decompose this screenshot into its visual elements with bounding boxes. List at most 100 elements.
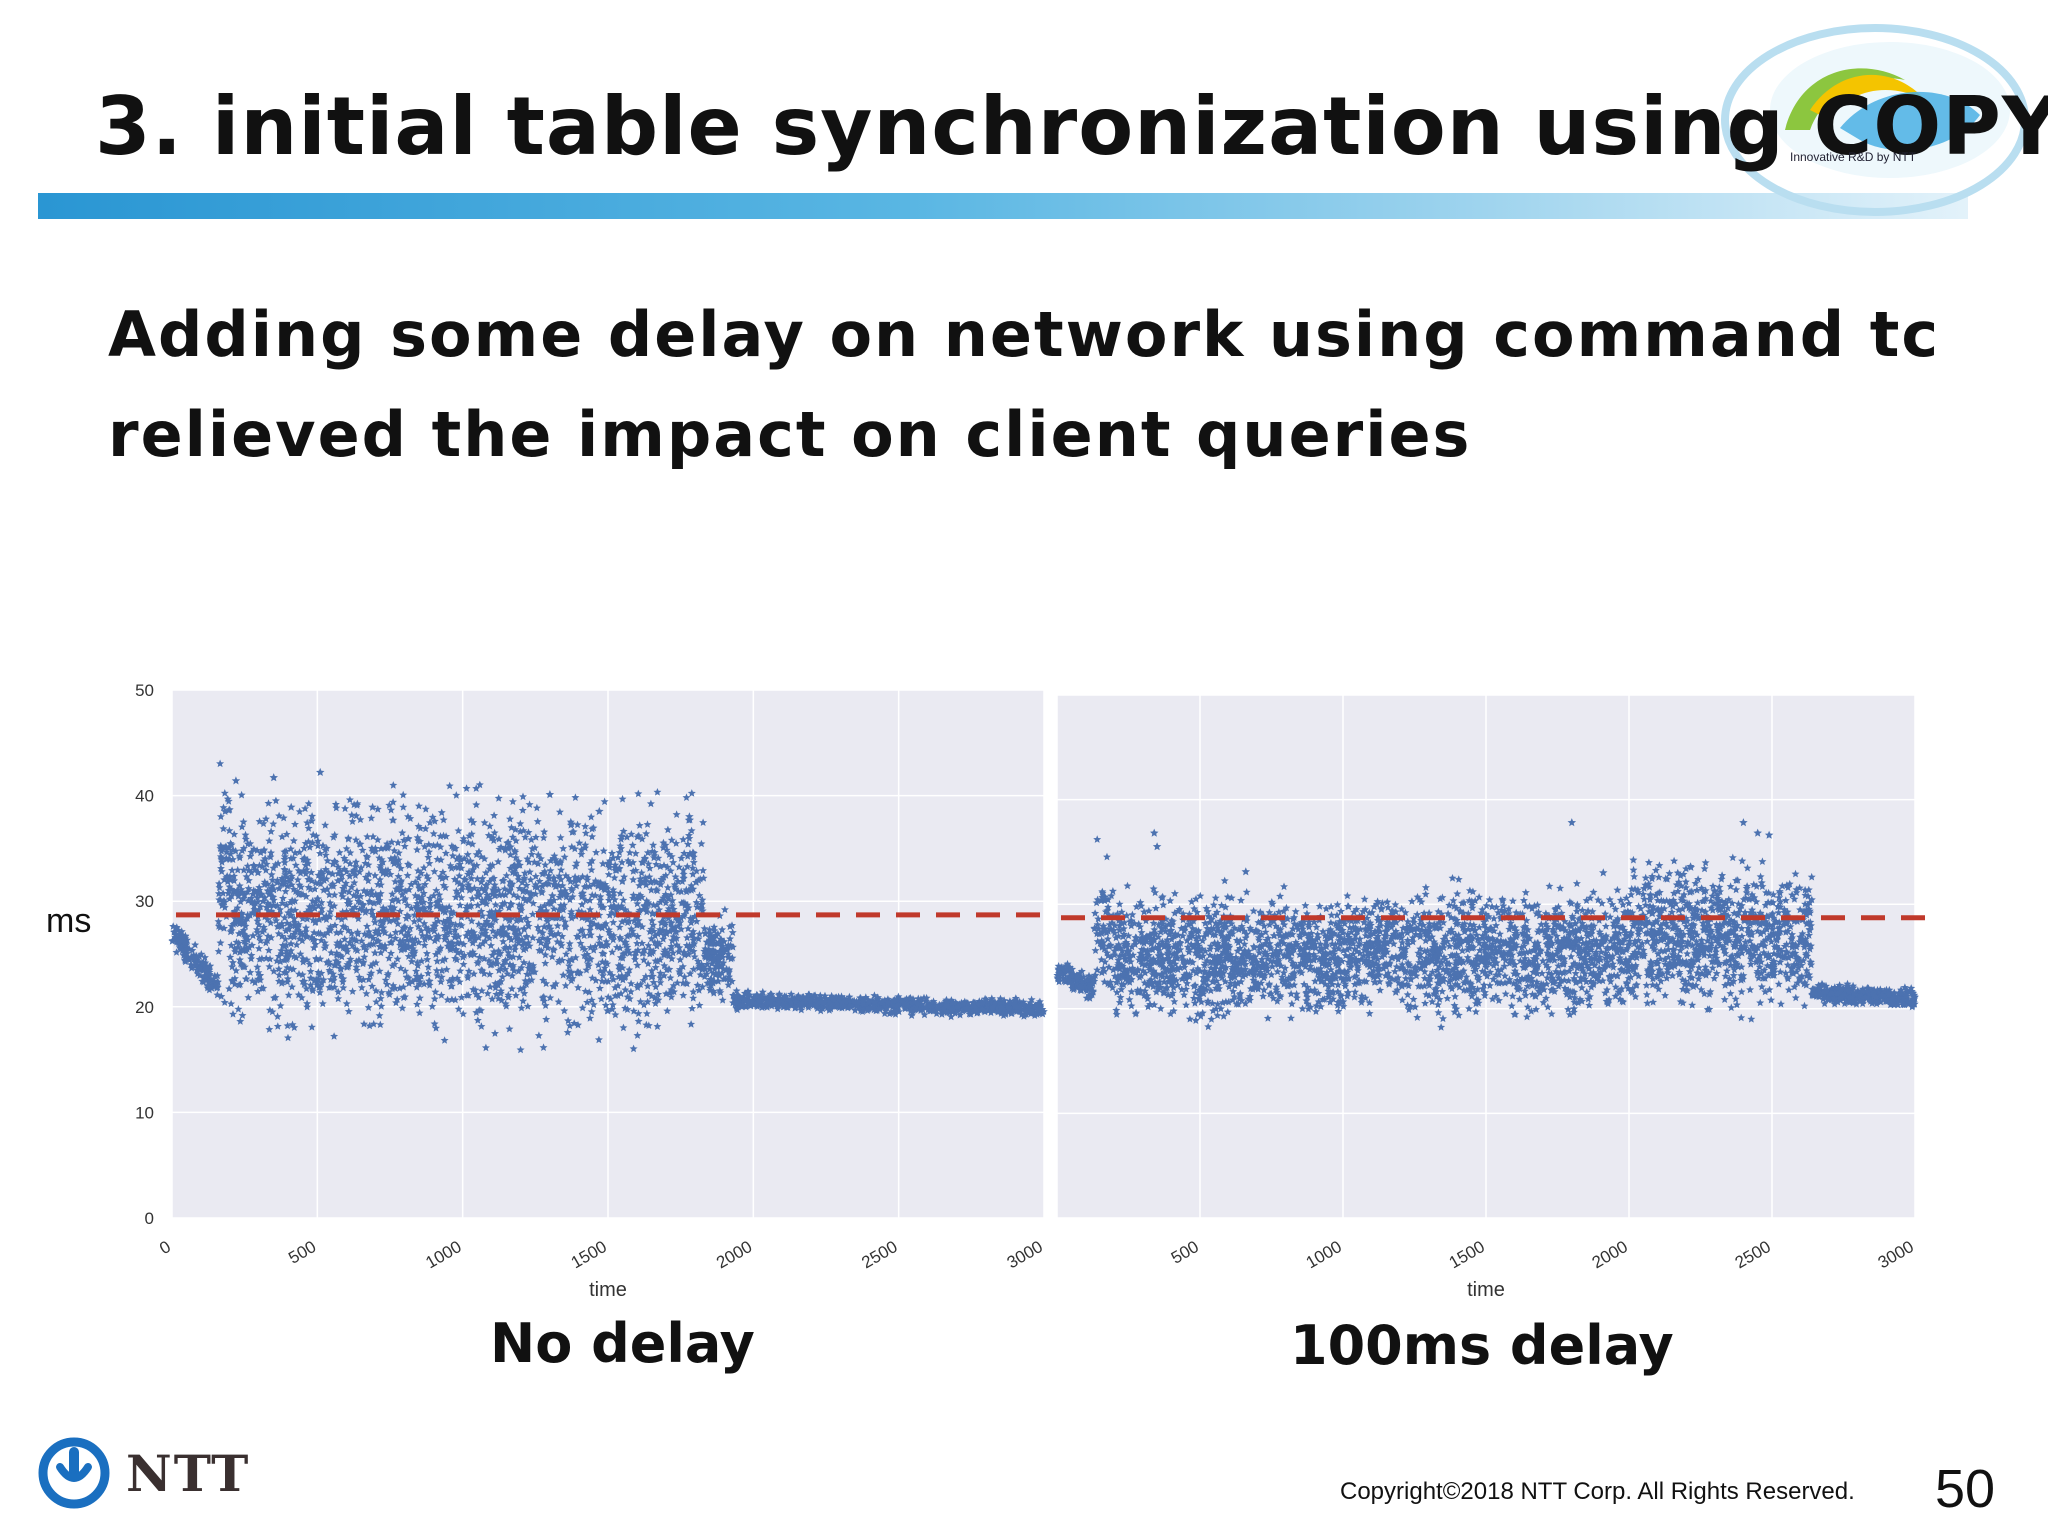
data-point	[372, 997, 381, 1006]
data-point	[601, 977, 610, 985]
data-point	[347, 929, 356, 937]
data-point	[706, 948, 715, 957]
data-point	[1125, 975, 1134, 984]
data-point	[946, 1002, 954, 1010]
data-point	[1206, 942, 1215, 950]
data-point	[288, 897, 297, 906]
data-point	[1013, 1002, 1022, 1010]
data-point	[199, 966, 208, 975]
data-point	[370, 899, 378, 907]
data-point	[1202, 985, 1210, 994]
data-point	[664, 894, 673, 903]
data-point	[511, 991, 520, 999]
data-point	[1257, 979, 1266, 987]
data-point	[237, 945, 246, 954]
data-point	[582, 955, 591, 963]
data-point	[556, 887, 565, 896]
data-point	[176, 936, 184, 945]
data-point	[725, 965, 734, 974]
data-point	[745, 998, 754, 1007]
data-point	[523, 854, 532, 863]
data-point	[306, 974, 315, 982]
data-point	[907, 1011, 916, 1019]
data-point	[839, 1002, 848, 1010]
data-point	[237, 910, 246, 918]
data-point	[613, 991, 622, 999]
data-point	[180, 938, 189, 946]
data-point	[1250, 971, 1259, 979]
data-point	[516, 985, 525, 993]
data-point	[664, 907, 673, 915]
data-point	[832, 1000, 841, 1008]
data-point	[1165, 947, 1173, 956]
data-point	[1120, 939, 1129, 948]
data-point	[642, 904, 651, 913]
data-point	[695, 891, 704, 899]
data-point	[1272, 988, 1281, 996]
data-point	[1172, 976, 1181, 984]
data-point	[709, 946, 718, 954]
data-point	[283, 963, 292, 972]
data-point	[1334, 954, 1343, 963]
data-point	[541, 860, 550, 869]
data-point	[706, 986, 715, 994]
data-point	[363, 889, 372, 898]
data-point	[715, 938, 724, 946]
data-point	[578, 872, 587, 881]
data-point	[592, 910, 601, 918]
data-point	[895, 1000, 903, 1008]
data-point	[704, 952, 713, 961]
data-point	[225, 882, 234, 891]
data-point	[1122, 938, 1131, 946]
data-point	[608, 854, 617, 862]
data-point	[633, 899, 642, 908]
data-point	[257, 984, 266, 992]
data-point	[181, 931, 190, 940]
data-point	[401, 940, 410, 949]
data-point	[1256, 943, 1264, 952]
data-point	[656, 973, 665, 982]
data-point	[372, 986, 380, 995]
data-point	[1334, 998, 1343, 1006]
data-point	[506, 814, 514, 823]
data-point	[1154, 933, 1163, 941]
data-point	[738, 1001, 746, 1009]
data-point	[1251, 928, 1260, 936]
data-point	[235, 851, 244, 860]
data-point	[749, 1000, 758, 1009]
data-point	[926, 1004, 935, 1012]
data-point	[625, 965, 634, 974]
data-point	[597, 902, 606, 911]
data-point	[861, 1002, 870, 1010]
data-point	[876, 999, 885, 1007]
data-point	[272, 956, 281, 965]
data-point	[566, 877, 575, 885]
data-point	[209, 977, 218, 986]
data-point	[478, 939, 487, 948]
data-point	[591, 876, 600, 885]
data-point	[230, 944, 239, 952]
data-point	[259, 846, 268, 855]
data-point	[352, 936, 361, 945]
data-point	[770, 1000, 779, 1008]
data-point	[316, 954, 325, 963]
data-point	[298, 977, 307, 985]
data-point	[372, 936, 381, 945]
data-point	[1303, 953, 1312, 962]
data-point	[1193, 908, 1202, 916]
data-point	[662, 929, 671, 938]
data-point	[669, 858, 678, 866]
data-point	[1105, 980, 1114, 989]
data-point	[236, 918, 245, 927]
data-point	[227, 941, 236, 949]
data-point	[358, 846, 367, 854]
data-point	[531, 872, 540, 880]
data-point	[580, 882, 589, 891]
data-point	[1220, 964, 1229, 973]
data-point	[399, 982, 408, 991]
data-point	[705, 933, 714, 941]
data-point	[864, 997, 873, 1006]
data-point	[992, 1004, 1001, 1013]
data-point	[661, 841, 670, 849]
data-point	[180, 956, 189, 964]
